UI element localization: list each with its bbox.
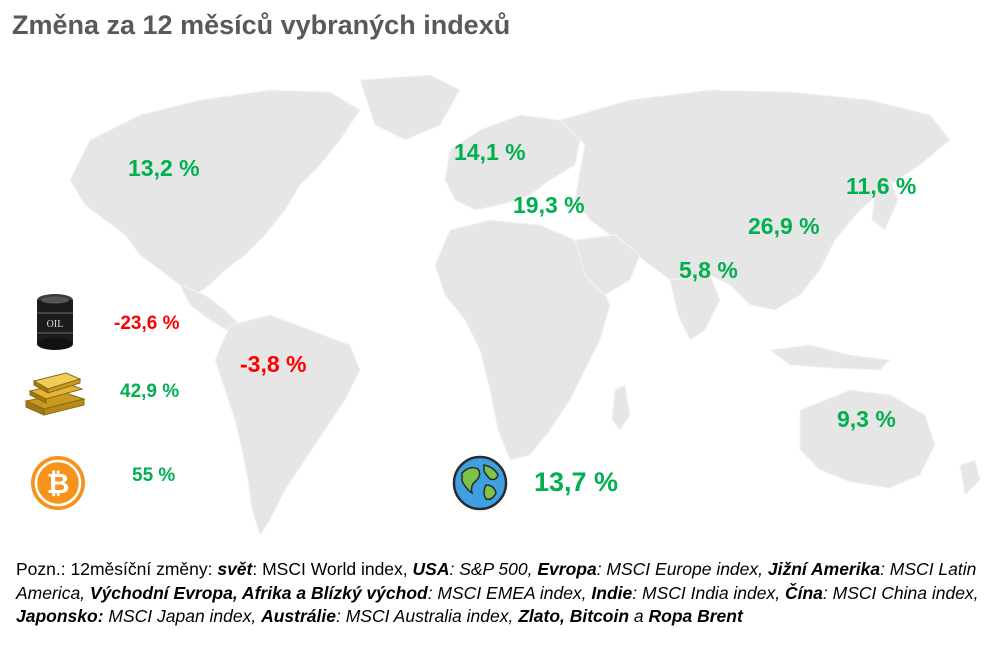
japan-shape — [871, 179, 899, 231]
emea-value: 19,3 % — [513, 192, 585, 218]
gold-bars-icon — [24, 372, 86, 416]
world-map — [69, 74, 981, 537]
oil-barrel-icon: OIL — [37, 294, 73, 350]
evropa-value: 14,1 % — [454, 139, 526, 165]
zlato-value: 42,9 % — [120, 381, 180, 402]
madagascar-shape — [611, 384, 631, 431]
bitcoin-value: 55 % — [132, 465, 176, 486]
indie-value: 5,8 % — [679, 257, 738, 283]
svg-text:₿: ₿ — [47, 467, 70, 500]
oil-label: OIL — [47, 319, 64, 330]
europe-shape — [444, 114, 581, 211]
latinska-amerika-value: -3,8 % — [240, 351, 307, 377]
bitcoin-icon: ₿ — [31, 456, 85, 510]
new-zealand-shape — [959, 459, 981, 497]
usa-value: 13,2 % — [128, 155, 200, 181]
ropa-value: -23,6 % — [114, 313, 180, 334]
arabia-shape — [574, 234, 641, 296]
footnote: Pozn.: 12měsíční změny: svět: MSCI World… — [16, 559, 979, 627]
greenland-shape — [359, 74, 461, 141]
india-shape — [669, 274, 721, 341]
japonsko-value: 11,6 % — [846, 173, 917, 199]
australia-shape — [799, 389, 936, 489]
asia-shape — [559, 89, 951, 311]
svet-value: 13,7 % — [534, 467, 619, 497]
globe-icon — [452, 455, 508, 511]
page-title: Změna za 12 měsíců vybraných indexů — [12, 10, 511, 40]
south-america-shape — [214, 314, 361, 537]
north-america-shape — [69, 89, 361, 296]
indonesia-shape — [768, 344, 892, 371]
cina-value: 26,9 % — [748, 213, 820, 239]
australie-value: 9,3 % — [837, 406, 896, 432]
